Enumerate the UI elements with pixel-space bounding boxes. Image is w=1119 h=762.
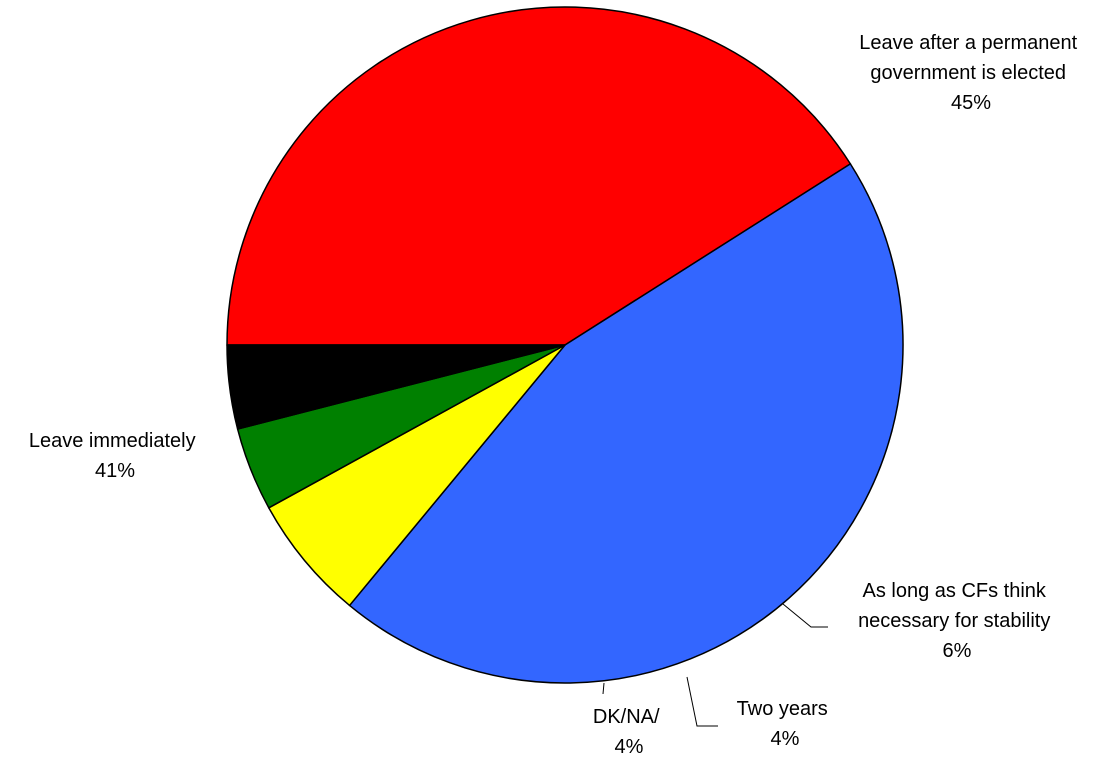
leader-as-long-as-cfs: [782, 603, 828, 628]
pie-slice-leave-after-a-permanent-government-is-elected: [348, 163, 904, 684]
label-as-long-as-percent: 6%: [943, 640, 972, 662]
label-leave-after-percent: 45%: [951, 92, 991, 114]
label-leave-immediately: Leave immediately 41%: [29, 430, 201, 482]
slice-labels: Leave immediately 41% Leave after a perm…: [29, 32, 1082, 758]
pie-slice-leave-immediately: [226, 6, 852, 346]
leader-two-years: [686, 676, 718, 727]
label-dk-na-percent: 4%: [615, 736, 644, 758]
label-as-long-as-cfs: As long as CFs think necessary for stabi…: [858, 580, 1056, 662]
label-leave-after-line-2: government is elected: [870, 62, 1066, 84]
label-two-years-line-1: Two years: [737, 698, 828, 720]
label-two-years: Two years 4%: [737, 698, 834, 750]
label-leave-after-permanent-government: Leave after a permanent government is el…: [859, 32, 1082, 114]
label-as-long-as-line-1: As long as CFs think: [863, 580, 1047, 602]
label-leave-immediately-percent: 41%: [95, 460, 135, 482]
label-two-years-percent: 4%: [771, 728, 800, 750]
label-dk-na: DK/NA/ 4%: [593, 706, 665, 758]
label-leave-immediately-line-1: Leave immediately: [29, 430, 196, 452]
label-leave-after-line-1: Leave after a permanent: [859, 32, 1077, 54]
pie-slice-as-long-as-cfs-think-necessary-for-stability: [268, 344, 566, 607]
label-as-long-as-line-2: necessary for stability: [858, 610, 1050, 632]
pie-slices: [226, 6, 904, 684]
leader-lines: [602, 603, 828, 727]
label-dk-na-line-1: DK/NA/: [593, 706, 660, 728]
leader-dk-na: [602, 682, 605, 695]
pie-slice-dk-na: [226, 344, 566, 430]
